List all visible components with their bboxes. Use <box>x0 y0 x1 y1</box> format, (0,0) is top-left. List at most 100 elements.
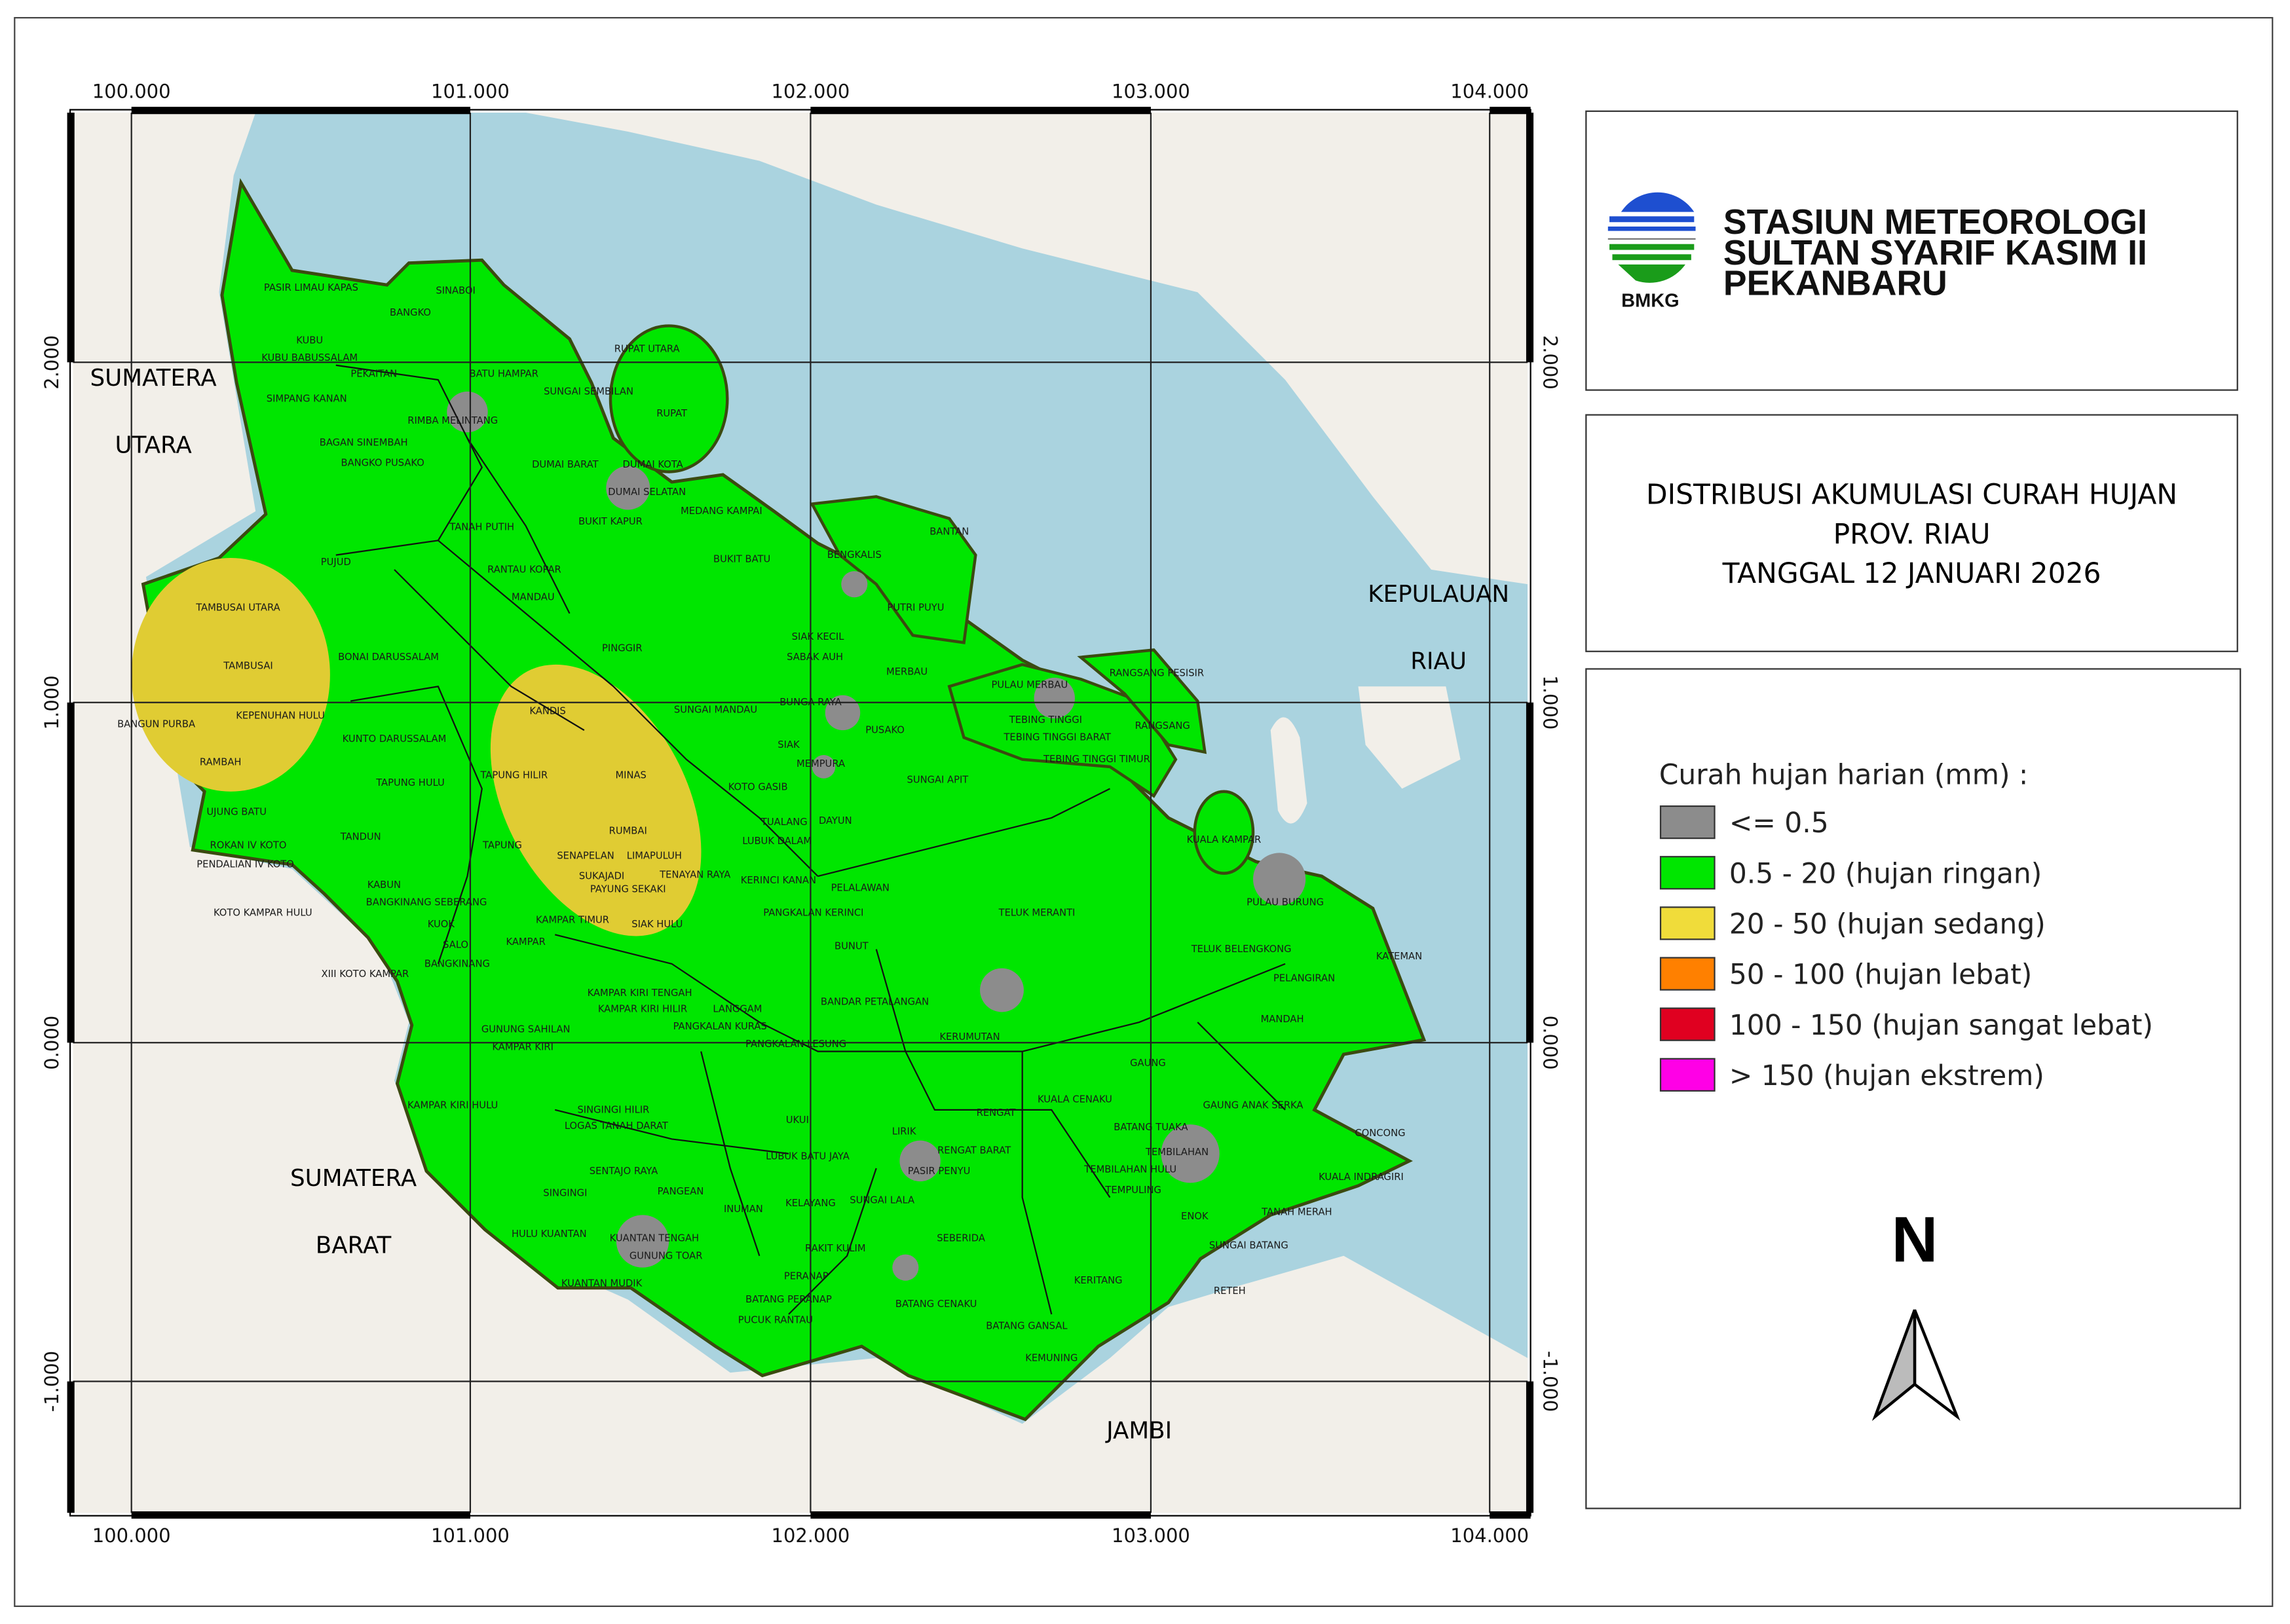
district-label: DAYUN <box>819 815 852 826</box>
district-label: RANGSANG <box>1135 720 1190 731</box>
district-label: LOGAS TANAH DARAT <box>565 1120 669 1132</box>
district-label: TEBING TINGGI <box>1009 714 1082 726</box>
district-label: TUALANG <box>760 817 808 828</box>
district-label: PEKAITAN <box>350 369 397 380</box>
legend-swatch <box>1659 805 1716 840</box>
batam-island <box>1358 686 1461 789</box>
district-label: BANGKINANG <box>424 958 490 969</box>
district-label: PUSAKO <box>865 725 905 736</box>
district-label: TAMBUSAI <box>223 661 272 672</box>
district-label: INUMAN <box>724 1204 763 1215</box>
district-label: KATEMAN <box>1376 951 1422 962</box>
district-label: MEDANG KAMPAI <box>681 506 762 517</box>
bmkg-logo: BMKG <box>1607 192 1696 312</box>
region-label: JAMBI <box>1105 1417 1172 1444</box>
district-label: KANDIS <box>529 706 565 717</box>
district-label: TELUK BELENGKONG <box>1191 944 1292 955</box>
district-label: MANDAU <box>512 592 555 603</box>
rangsang-island <box>1077 648 1207 754</box>
district-label: KERITANG <box>1074 1275 1123 1286</box>
district-label: MERBAU <box>886 666 928 677</box>
district-label: PANGKALAN KURAS <box>673 1021 767 1032</box>
lat-ticks-left: 2.000 1.000 0.000 -1.000 <box>41 335 63 1412</box>
lat-tick: 0.000 <box>41 1016 63 1070</box>
district-label: SIAK KECIL <box>792 631 845 642</box>
district-label: BANGKINANG SEBERANG <box>366 897 487 908</box>
legend-items: <= 0.5 0.5 - 20 (hujan ringan) 20 - 50 (hu… <box>1659 805 2153 1092</box>
station-line: PEKANBARU <box>1723 265 1947 303</box>
district-label: BATANG TUAKA <box>1114 1122 1188 1133</box>
district-label: KABUN <box>367 879 401 891</box>
district-label: DUMAI BARAT <box>532 459 599 470</box>
district-label: KAMPAR TIMUR <box>536 914 609 925</box>
lon-tick: 103.000 <box>1112 1524 1190 1547</box>
bengkalis-island <box>810 495 977 644</box>
district-label: SUNGAI BATANG <box>1209 1240 1288 1251</box>
district-label: KELAYANG <box>785 1198 836 1209</box>
district-label: PULAU MERBAU <box>991 679 1068 690</box>
district-label: TANAH PUTIH <box>449 522 514 533</box>
karimun-island <box>1270 717 1307 824</box>
district-label: MINAS <box>615 770 646 781</box>
district-label: GUNUNG SAHILAN <box>481 1024 571 1035</box>
district-label: BATANG GANSAL <box>986 1320 1068 1331</box>
lat-ticks-right: 2.000 1.000 0.000 -1.000 <box>1539 335 1562 1412</box>
district-label: TELUK MERANTI <box>998 907 1076 918</box>
district-label: SUNGAI MANDAU <box>674 704 757 715</box>
district-label: TAPUNG HULU <box>375 777 445 788</box>
district-label: PUTRI PUYU <box>887 602 944 613</box>
legend-swatch <box>1659 957 1716 991</box>
district-label: BUNUT <box>835 941 869 952</box>
lon-tick: 104.000 <box>1450 1524 1529 1547</box>
district-label: TANDUN <box>340 831 381 842</box>
region-label: SUMATERA <box>290 1165 417 1192</box>
district-label: PELALAWAN <box>831 882 890 893</box>
district-label: SINABOI <box>436 285 475 296</box>
district-label: SUNGAI APIT <box>907 774 969 785</box>
district-label: PANGKALAN KERINCI <box>763 907 863 918</box>
district-label: BUKIT KAPUR <box>578 516 643 527</box>
map-title: DISTRIBUSI AKUMULASI CURAH HUJAN PROV. R… <box>1585 414 2238 652</box>
title-line: TANGGAL 12 JANUARI 2026 <box>1722 557 2101 589</box>
station-line: SULTAN SYARIF KASIM II <box>1723 234 2147 272</box>
district-label: MANDAH <box>1261 1014 1304 1025</box>
district-label: PUJUD <box>321 557 351 568</box>
legend-label: 0.5 - 20 (hujan ringan) <box>1729 857 2042 889</box>
district-label: LIMAPULUH <box>627 850 682 861</box>
district-label: BANGUN PURBA <box>117 719 195 730</box>
legend: Curah hujan harian (mm) : <= 0.5 0.5 - 20… <box>1585 668 2242 1509</box>
legend-swatch <box>1659 1007 1716 1041</box>
district-label: SUNGAI LALA <box>850 1195 914 1206</box>
district-label: KAMPAR <box>506 936 545 948</box>
district-label: PINGGIR <box>602 643 643 654</box>
legend-title: Curah hujan harian (mm) : <box>1659 759 2028 791</box>
district-label: RENGAT BARAT <box>937 1145 1011 1156</box>
lat-tick: 1.000 <box>41 675 63 729</box>
lon-tick: 100.000 <box>92 1524 171 1547</box>
district-label: PASIR LIMAU KAPAS <box>264 282 358 293</box>
district-label: PELANGIRAN <box>1273 973 1335 984</box>
district-label: TEBING TINGGI BARAT <box>1003 732 1112 743</box>
district-labels: PASIR LIMAU KAPAS SINABOI BANGKO KUBU KUBU B… <box>117 282 1422 1363</box>
legend-label: > 150 (hujan ekstrem) <box>1729 1060 2044 1092</box>
station-header: BMKG STASIUN METEOROLOGI SULTAN SYARIF K… <box>1585 110 2238 391</box>
district-label: SIAK HULU <box>631 919 683 930</box>
malaysia-land <box>525 113 1528 585</box>
district-label: TEMBILAHAN <box>1145 1147 1209 1158</box>
district-label: BATANG PERANAP <box>745 1294 832 1305</box>
district-label: PENDALIAN IV KOTO <box>197 859 294 870</box>
legend-label: 100 - 150 (hujan sangat lebat) <box>1729 1009 2153 1041</box>
lon-tick: 103.000 <box>1112 81 1190 103</box>
district-label: TANAH MERAH <box>1261 1206 1332 1217</box>
district-label: DUMAI SELATAN <box>608 487 686 498</box>
lat-tick: 0.000 <box>1539 1016 1562 1070</box>
district-label: BUKIT BATU <box>713 554 770 565</box>
district-label: DUMAI KOTA <box>623 459 683 470</box>
district-label: BUNGA RAYA <box>779 697 841 708</box>
lon-ticks-bottom: 100.000 101.000 102.000 103.000 104.000 <box>92 1524 1529 1547</box>
district-label: SINGINGI HILIR <box>577 1104 649 1115</box>
tebing-tinggi-island <box>947 663 1178 798</box>
district-label: BATU HAMPAR <box>469 369 538 380</box>
district-label: LUBUK DALAM <box>742 836 812 847</box>
